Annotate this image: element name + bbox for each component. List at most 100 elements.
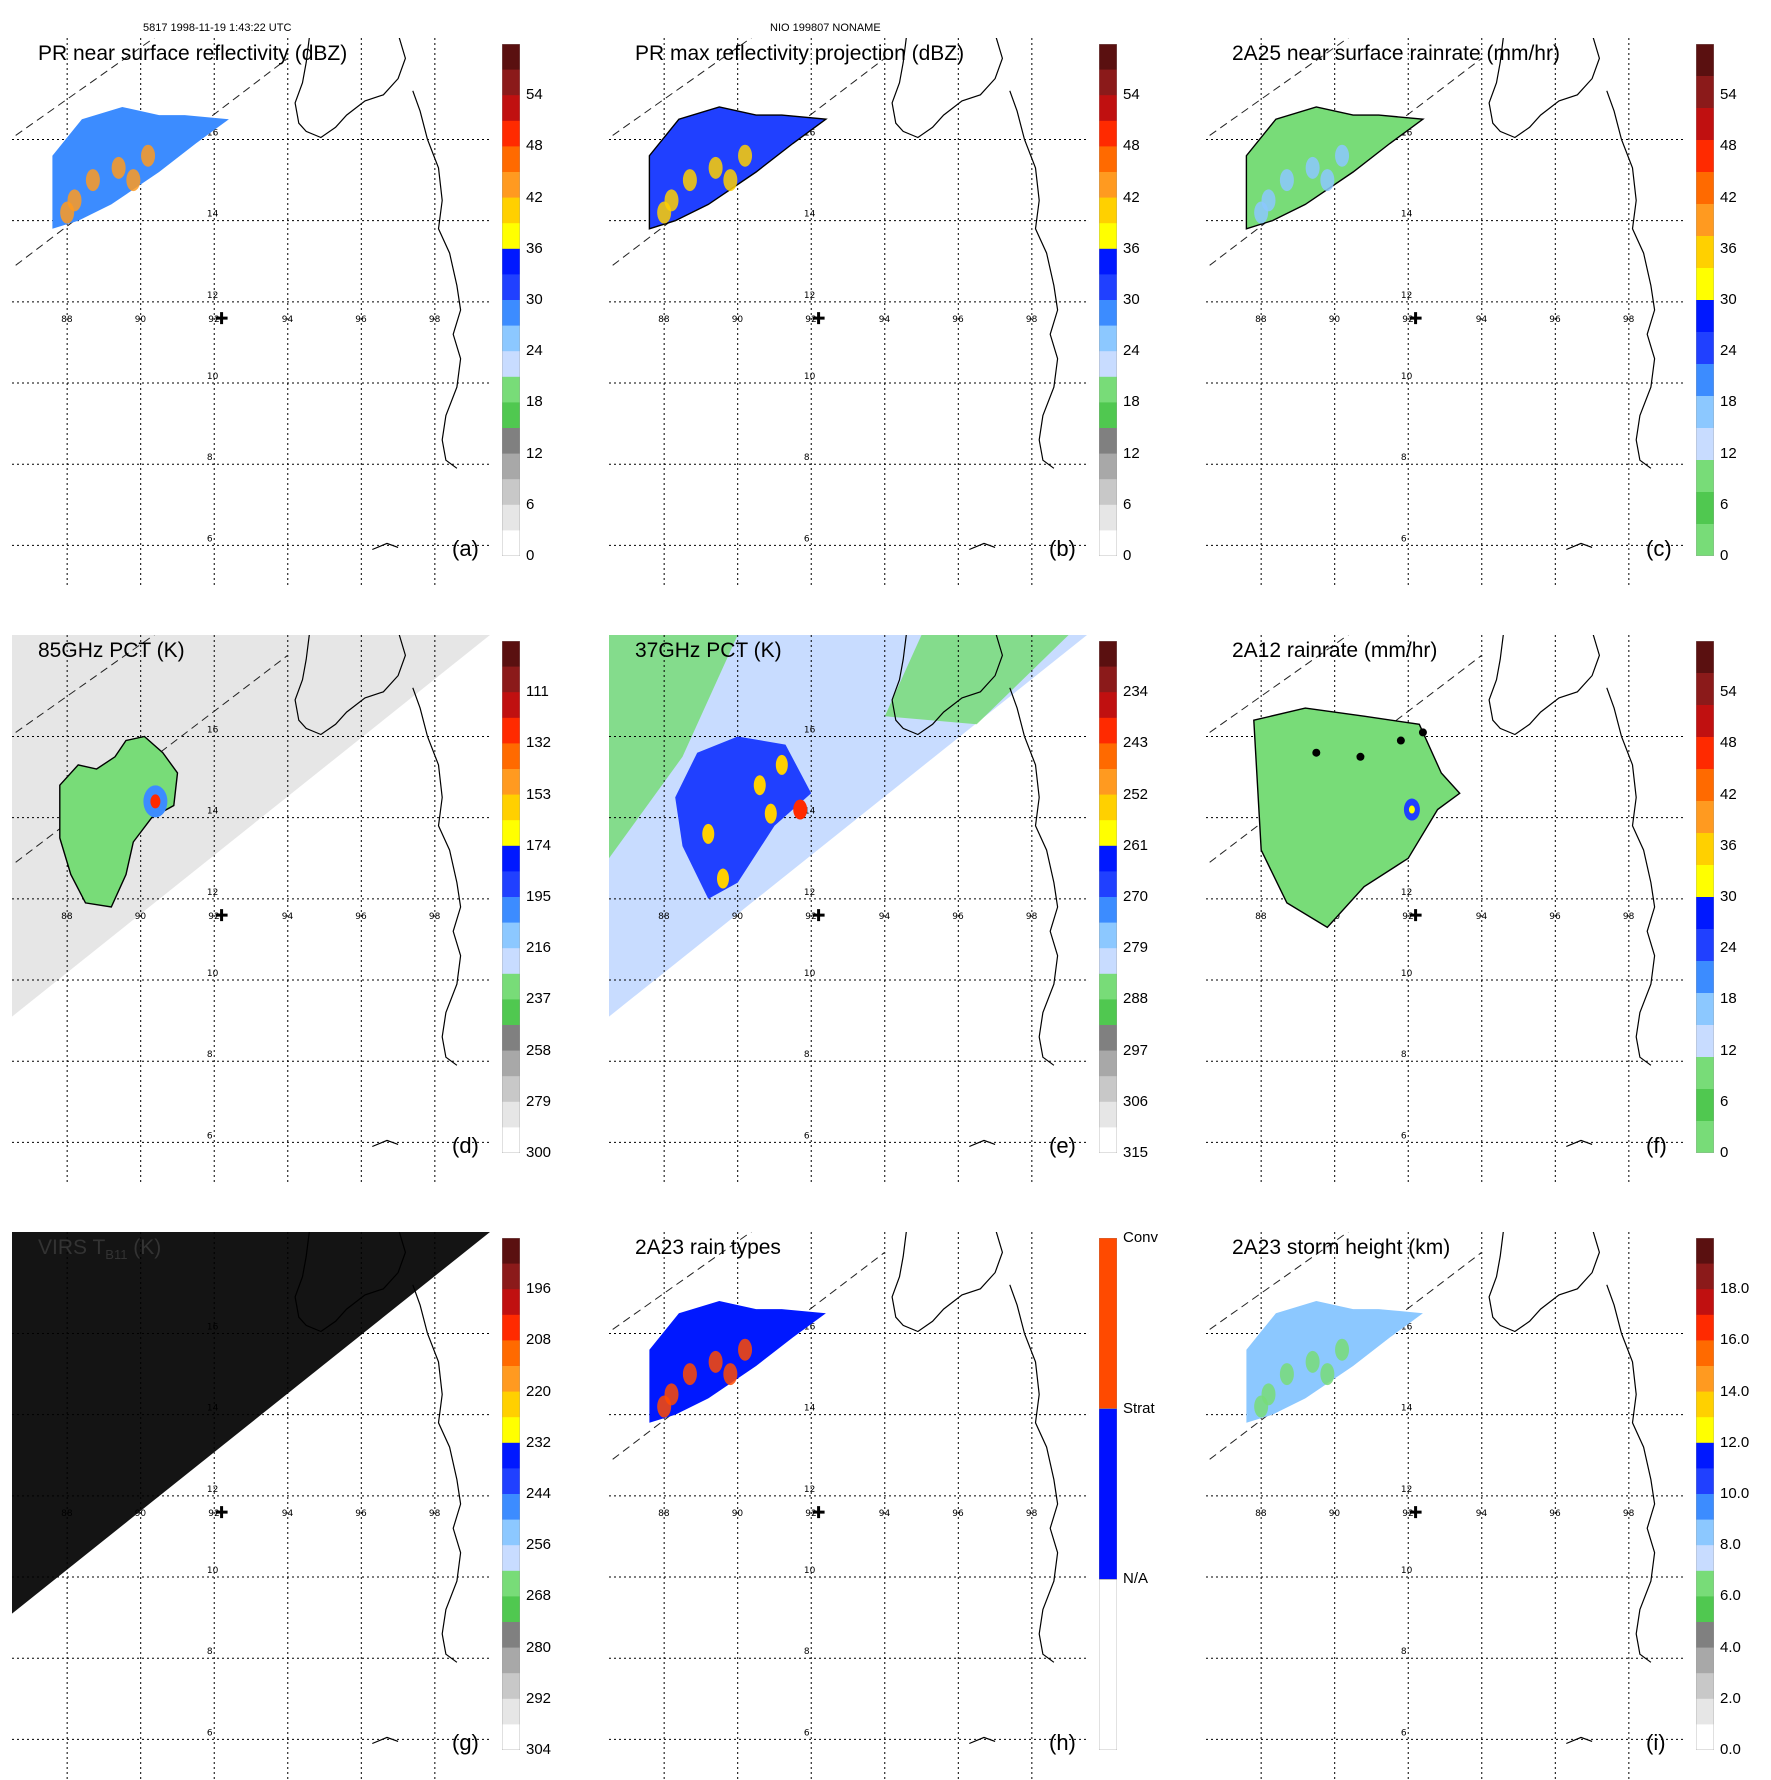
colorbar-tick-label: 6 — [1720, 495, 1729, 513]
map-e: 88 90 92 94 96 98 16 14 12 10 8 6 — [609, 635, 1087, 1183]
precip-cell — [708, 156, 723, 179]
lat-tick-label: 10 — [1401, 372, 1413, 382]
panel-label: (i) — [1646, 1730, 1666, 1755]
colorbar-tick-label: N/A — [1123, 1570, 1149, 1588]
colorbar-segment — [502, 1698, 520, 1725]
panel-d: 88 90 92 94 96 98 16 14 12 10 8 6 85GHz PCT (K) (d) 11… — [12, 635, 580, 1183]
colorbar-segment — [1696, 1468, 1714, 1495]
lon-tick-label: 88 — [1255, 1509, 1267, 1519]
colorbar-segment — [502, 1025, 520, 1052]
panel-title: 2A25 near surface rainrate (mm/hr) — [1232, 42, 1560, 66]
colorbar-segment — [1696, 961, 1714, 994]
lat-tick-label: 16 — [1401, 128, 1413, 138]
colorbar-tick-label: 306 — [1123, 1092, 1149, 1110]
precip-cell — [682, 1363, 697, 1386]
colorbar-tick-label: 0 — [1720, 1144, 1729, 1161]
colorbar-tick-label: 12 — [1720, 444, 1737, 462]
lon-tick-label: 88 — [61, 315, 73, 325]
panel-title-text: 2A23 rain types — [635, 1236, 781, 1259]
storm-center-marker — [812, 909, 825, 922]
colorbar-segment — [1099, 794, 1117, 821]
colorbar-segment — [1099, 428, 1117, 455]
lat-tick-label: 10 — [207, 969, 219, 979]
colorbar-tick-label: 6.0 — [1720, 1587, 1741, 1605]
lon-tick-label: 98 — [429, 912, 441, 922]
colorbar-tick-label: 54 — [1123, 86, 1140, 104]
colorbar-segment — [1696, 1263, 1714, 1290]
precip-cell — [723, 1363, 738, 1386]
colorbar-segment — [502, 1417, 520, 1444]
header-left-text: 5817 1998-11-19 1:43:22 UTC — [143, 22, 292, 34]
colorbar-segment — [1099, 325, 1117, 352]
colorbar-segment — [1696, 641, 1714, 674]
lon-tick-label: 98 — [429, 1509, 441, 1519]
lon-tick-label: 88 — [61, 912, 73, 922]
colorbar-segment — [502, 1101, 520, 1128]
lat-tick-label: 14 — [1401, 1404, 1413, 1414]
lat-tick-label: 10 — [804, 969, 816, 979]
colorbar-segment — [1696, 524, 1714, 556]
lat-tick-label: 8 — [207, 1647, 213, 1657]
storm-center-marker — [812, 312, 825, 325]
precip-cell — [682, 169, 697, 192]
precip-cell — [60, 201, 75, 224]
precip-cell — [1305, 156, 1320, 179]
colorbar-segment — [1696, 705, 1714, 738]
colorbar-segment — [502, 223, 520, 250]
lon-tick-label: 96 — [952, 1509, 964, 1519]
lat-tick-label: 8 — [1401, 453, 1407, 463]
precip-area — [1245, 106, 1425, 230]
colorbar-tick-label: 315 — [1123, 1144, 1149, 1161]
colorbar-segment — [502, 1391, 520, 1418]
panel-label: (c) — [1646, 536, 1672, 561]
colorbar-tick-label: 42 — [1720, 188, 1737, 206]
colorbar-segment — [1099, 197, 1117, 224]
colorbar-tick-label: 12 — [1720, 1041, 1737, 1059]
lat-tick-label: 10 — [1401, 969, 1413, 979]
colorbar-segment — [1099, 248, 1117, 275]
precip-cell — [1335, 144, 1350, 167]
colorbar-segment — [502, 692, 520, 719]
precip-cell — [141, 144, 156, 167]
colorbar-segment — [1696, 1622, 1714, 1649]
colorbar-segment — [1696, 236, 1714, 269]
colorbar-tick-label: 12 — [526, 444, 543, 462]
colorbar-tick-label: 18 — [1720, 990, 1737, 1008]
colorbar-tick-label: 288 — [1123, 990, 1149, 1008]
colorbar-tick-label: 258 — [526, 1041, 552, 1059]
map-b: 88 90 92 94 96 98 16 14 12 10 8 6 — [609, 38, 1087, 586]
panel-label: (a) — [452, 536, 479, 561]
lat-tick-label: 6 — [804, 1728, 810, 1738]
colorbar-segment — [502, 1519, 520, 1546]
colorbar-segment — [1099, 504, 1117, 531]
colorbar-segment — [502, 248, 520, 275]
precip-cell — [85, 169, 100, 192]
colorbar — [502, 1238, 520, 1750]
lat-tick-label: 14 — [207, 210, 219, 220]
colorbar-segment — [1696, 492, 1714, 525]
colorbar-segment — [502, 504, 520, 531]
colorbar-segment — [502, 120, 520, 147]
precip-cell — [1279, 1363, 1294, 1386]
colorbar-segment — [1099, 223, 1117, 250]
lat-tick-label: 8 — [804, 1647, 810, 1657]
panel-title: PR max reflectivity projection (dBZ) — [635, 42, 964, 66]
lon-tick-label: 96 — [952, 315, 964, 325]
lon-tick-label: 98 — [1623, 315, 1635, 325]
colorbar-segment — [502, 845, 520, 872]
colorbar-segment — [1696, 76, 1714, 109]
lat-tick-label: 14 — [804, 1404, 816, 1414]
colorbar-tick-label: 280 — [526, 1638, 552, 1656]
precip-cell — [723, 169, 738, 192]
storm-center-marker — [1409, 312, 1422, 325]
lon-tick-label: 98 — [429, 315, 441, 325]
colorbar-segment — [502, 769, 520, 796]
panel-title-text: 2A23 storm height (km) — [1232, 1236, 1451, 1259]
colorbar-tick-label: 24 — [1123, 342, 1140, 360]
lat-tick-label: 16 — [804, 128, 816, 138]
precip-area — [52, 107, 229, 229]
colorbar-tick-label: 279 — [526, 1092, 552, 1110]
lon-tick-label: 94 — [879, 1509, 891, 1519]
colorbar-tick-label: 48 — [1123, 137, 1140, 155]
colorbar-tick-label: 30 — [1720, 888, 1737, 905]
